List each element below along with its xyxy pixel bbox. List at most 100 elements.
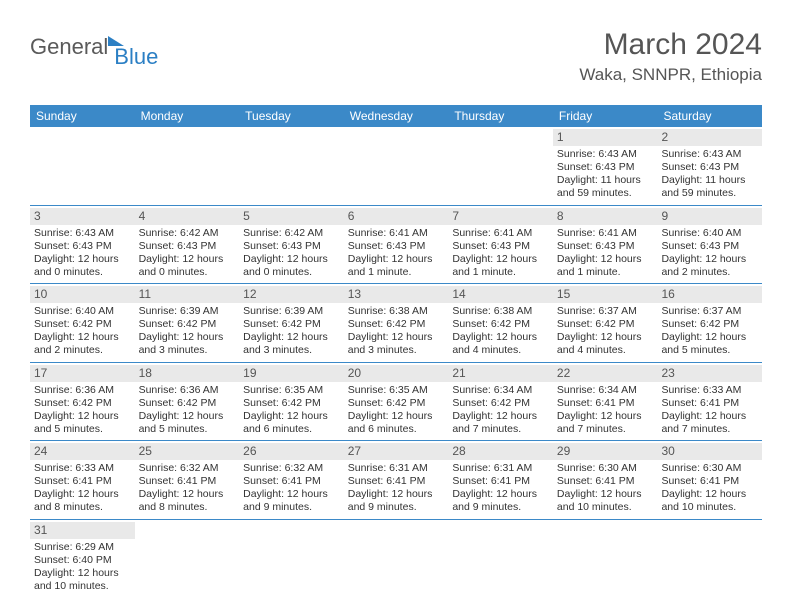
- week-row: 24Sunrise: 6:33 AMSunset: 6:41 PMDayligh…: [30, 441, 762, 520]
- day-cell: 28Sunrise: 6:31 AMSunset: 6:41 PMDayligh…: [448, 441, 553, 519]
- sunrise-text: Sunrise: 6:31 AM: [452, 462, 549, 475]
- day-cell: 25 Sunrise: 6:32 AMSunset: 6:41 PMDayligh…: [135, 441, 240, 519]
- sunrise-text: Sunrise: 6:34 AM: [557, 384, 654, 397]
- logo: General Blue: [30, 28, 158, 60]
- day-cell: 11Sunrise: 6:39 AMSunset: 6:42 PMDayligh…: [135, 284, 240, 362]
- week-row: 17Sunrise: 6:36 AMSunset: 6:42 PMDayligh…: [30, 363, 762, 442]
- day-cell: [344, 127, 449, 205]
- sunrise-text: Sunrise: 6:34 AM: [452, 384, 549, 397]
- day-cell: 5Sunrise: 6:42 AMSunset: 6:43 PMDaylight…: [239, 206, 344, 284]
- daylight-text: Daylight: 12 hours and 0 minutes.: [139, 253, 236, 279]
- day-cell: 19Sunrise: 6:35 AMSunset: 6:42 PMDayligh…: [239, 363, 344, 441]
- sunset-text: Sunset: 6:42 PM: [661, 318, 758, 331]
- day-number: 17: [30, 365, 135, 382]
- daylight-text: Daylight: 12 hours and 8 minutes.: [139, 488, 236, 514]
- sunrise-text: Sunrise: 6:38 AM: [452, 305, 549, 318]
- day-cell: 8Sunrise: 6:41 AMSunset: 6:43 PMDaylight…: [553, 206, 658, 284]
- day-number: 6: [344, 208, 449, 225]
- sunset-text: Sunset: 6:42 PM: [139, 397, 236, 410]
- day-cell: 24Sunrise: 6:33 AMSunset: 6:41 PMDayligh…: [30, 441, 135, 519]
- sunset-text: Sunset: 6:41 PM: [139, 475, 236, 488]
- sunset-text: Sunset: 6:42 PM: [34, 318, 131, 331]
- day-number: 1: [553, 129, 658, 146]
- day-number: 28: [448, 443, 553, 460]
- daylight-text: Daylight: 12 hours and 9 minutes.: [348, 488, 445, 514]
- sunrise-text: Sunrise: 6:32 AM: [139, 462, 236, 475]
- sunset-text: Sunset: 6:42 PM: [34, 397, 131, 410]
- daylight-text: Daylight: 12 hours and 3 minutes.: [139, 331, 236, 357]
- daylight-text: Daylight: 12 hours and 4 minutes.: [557, 331, 654, 357]
- day-number: 7: [448, 208, 553, 225]
- week-row: 10Sunrise: 6:40 AMSunset: 6:42 PMDayligh…: [30, 284, 762, 363]
- daylight-text: Daylight: 12 hours and 0 minutes.: [243, 253, 340, 279]
- day-cell: 16Sunrise: 6:37 AMSunset: 6:42 PMDayligh…: [657, 284, 762, 362]
- sunset-text: Sunset: 6:43 PM: [452, 240, 549, 253]
- day-cell: [657, 520, 762, 598]
- sunset-text: Sunset: 6:43 PM: [557, 161, 654, 174]
- daylight-text: Daylight: 12 hours and 1 minute.: [452, 253, 549, 279]
- sunrise-text: Sunrise: 6:39 AM: [139, 305, 236, 318]
- day-number: 23: [657, 365, 762, 382]
- day-number: 11: [135, 286, 240, 303]
- day-number: 9: [657, 208, 762, 225]
- day-number: 29: [553, 443, 658, 460]
- sunrise-text: Sunrise: 6:36 AM: [34, 384, 131, 397]
- sunset-text: Sunset: 6:42 PM: [348, 318, 445, 331]
- day-cell: 30Sunrise: 6:30 AMSunset: 6:41 PMDayligh…: [657, 441, 762, 519]
- sunrise-text: Sunrise: 6:43 AM: [34, 227, 131, 240]
- sunrise-text: Sunrise: 6:32 AM: [243, 462, 340, 475]
- sunrise-text: Sunrise: 6:38 AM: [348, 305, 445, 318]
- sunset-text: Sunset: 6:43 PM: [139, 240, 236, 253]
- sunset-text: Sunset: 6:43 PM: [348, 240, 445, 253]
- weekday-header-row: SundayMondayTuesdayWednesdayThursdayFrid…: [30, 105, 762, 127]
- sunrise-text: Sunrise: 6:40 AM: [34, 305, 131, 318]
- sunset-text: Sunset: 6:41 PM: [661, 397, 758, 410]
- daylight-text: Daylight: 12 hours and 10 minutes.: [557, 488, 654, 514]
- sunset-text: Sunset: 6:41 PM: [452, 475, 549, 488]
- day-cell: [239, 127, 344, 205]
- day-cell: 12Sunrise: 6:39 AMSunset: 6:42 PMDayligh…: [239, 284, 344, 362]
- day-number: 13: [344, 286, 449, 303]
- sunrise-text: Sunrise: 6:29 AM: [34, 541, 131, 554]
- sunset-text: Sunset: 6:43 PM: [243, 240, 340, 253]
- day-cell: [553, 520, 658, 598]
- daylight-text: Daylight: 12 hours and 5 minutes.: [661, 331, 758, 357]
- day-cell: 2Sunrise: 6:43 AMSunset: 6:43 PMDaylight…: [657, 127, 762, 205]
- daylight-text: Daylight: 11 hours and 59 minutes.: [557, 174, 654, 200]
- day-cell: 27Sunrise: 6:31 AMSunset: 6:41 PMDayligh…: [344, 441, 449, 519]
- sunrise-text: Sunrise: 6:37 AM: [661, 305, 758, 318]
- day-cell: [135, 127, 240, 205]
- daylight-text: Daylight: 12 hours and 5 minutes.: [34, 410, 131, 436]
- sunset-text: Sunset: 6:42 PM: [452, 318, 549, 331]
- sunrise-text: Sunrise: 6:40 AM: [661, 227, 758, 240]
- day-cell: 14Sunrise: 6:38 AMSunset: 6:42 PMDayligh…: [448, 284, 553, 362]
- daylight-text: Daylight: 12 hours and 5 minutes.: [139, 410, 236, 436]
- sunrise-text: Sunrise: 6:37 AM: [557, 305, 654, 318]
- daylight-text: Daylight: 12 hours and 6 minutes.: [348, 410, 445, 436]
- header: General Blue March 2024 Waka, SNNPR, Eth…: [30, 28, 762, 85]
- day-cell: 9Sunrise: 6:40 AMSunset: 6:43 PMDaylight…: [657, 206, 762, 284]
- sunset-text: Sunset: 6:41 PM: [661, 475, 758, 488]
- weekday-header: Tuesday: [239, 105, 344, 127]
- daylight-text: Daylight: 12 hours and 7 minutes.: [661, 410, 758, 436]
- day-cell: 6Sunrise: 6:41 AMSunset: 6:43 PMDaylight…: [344, 206, 449, 284]
- sunrise-text: Sunrise: 6:43 AM: [557, 148, 654, 161]
- day-cell: 10Sunrise: 6:40 AMSunset: 6:42 PMDayligh…: [30, 284, 135, 362]
- weekday-header: Saturday: [657, 105, 762, 127]
- location-label: Waka, SNNPR, Ethiopia: [579, 65, 762, 85]
- logo-text-general: General: [30, 34, 108, 60]
- day-number: 27: [344, 443, 449, 460]
- day-number: 26: [239, 443, 344, 460]
- sunrise-text: Sunrise: 6:39 AM: [243, 305, 340, 318]
- day-cell: 20Sunrise: 6:35 AMSunset: 6:42 PMDayligh…: [344, 363, 449, 441]
- day-cell: [448, 127, 553, 205]
- day-cell: [30, 127, 135, 205]
- day-cell: 31Sunrise: 6:29 AMSunset: 6:40 PMDayligh…: [30, 520, 135, 598]
- sunset-text: Sunset: 6:42 PM: [348, 397, 445, 410]
- day-number: 8: [553, 208, 658, 225]
- day-cell: 18Sunrise: 6:36 AMSunset: 6:42 PMDayligh…: [135, 363, 240, 441]
- sunrise-text: Sunrise: 6:41 AM: [452, 227, 549, 240]
- day-number: 31: [30, 522, 135, 539]
- sunrise-text: Sunrise: 6:31 AM: [348, 462, 445, 475]
- day-number: 25: [135, 443, 240, 460]
